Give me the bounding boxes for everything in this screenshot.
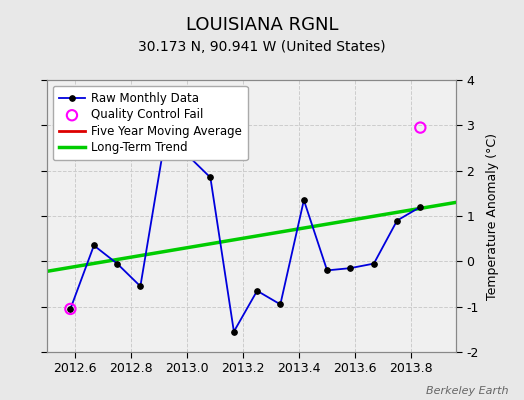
Raw Monthly Data [137, 284, 144, 289]
Line: Raw Monthly Data: Raw Monthly Data [68, 143, 423, 334]
Text: LOUISIANA RGNL: LOUISIANA RGNL [185, 16, 339, 34]
Raw Monthly Data [207, 175, 213, 180]
Legend: Raw Monthly Data, Quality Control Fail, Five Year Moving Average, Long-Term Tren: Raw Monthly Data, Quality Control Fail, … [53, 86, 248, 160]
Raw Monthly Data [231, 329, 237, 334]
Y-axis label: Temperature Anomaly (°C): Temperature Anomaly (°C) [486, 132, 499, 300]
Quality Control Fail [416, 124, 424, 131]
Raw Monthly Data [161, 143, 167, 148]
Raw Monthly Data [114, 261, 121, 266]
Raw Monthly Data [67, 306, 73, 311]
Raw Monthly Data [254, 288, 260, 293]
Raw Monthly Data [417, 204, 423, 209]
Raw Monthly Data [277, 302, 283, 307]
Raw Monthly Data [301, 198, 307, 202]
Raw Monthly Data [324, 268, 330, 273]
Raw Monthly Data [370, 261, 377, 266]
Raw Monthly Data [394, 218, 400, 223]
Raw Monthly Data [184, 152, 190, 157]
Raw Monthly Data [347, 266, 354, 270]
Text: 30.173 N, 90.941 W (United States): 30.173 N, 90.941 W (United States) [138, 40, 386, 54]
Quality Control Fail [66, 306, 74, 312]
Raw Monthly Data [91, 243, 97, 248]
Text: Berkeley Earth: Berkeley Earth [426, 386, 508, 396]
